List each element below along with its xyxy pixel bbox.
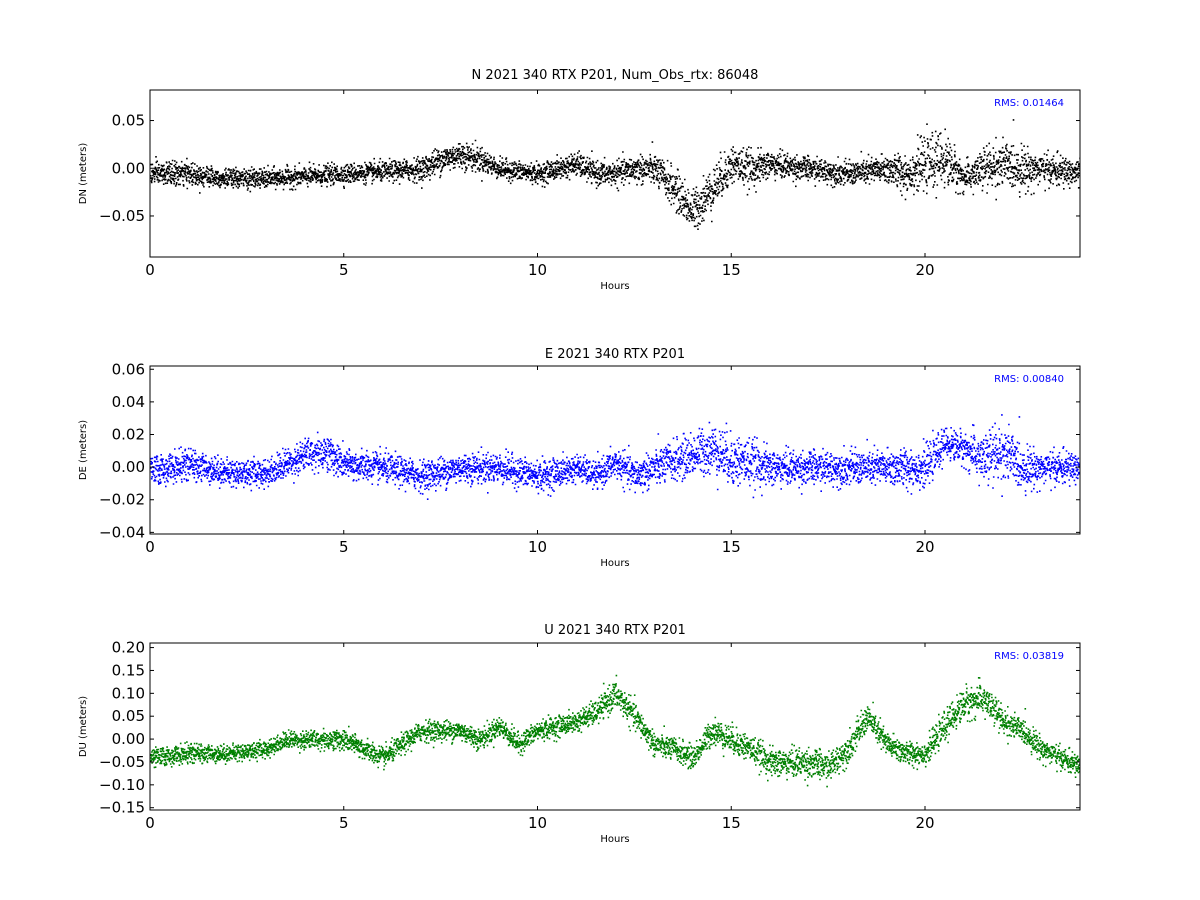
y-tick-label: 0.10 (112, 684, 145, 702)
y-axis-label: DU (meters) (78, 696, 89, 757)
y-tick-label: 0.00 (112, 159, 145, 177)
series-0-points (150, 414, 1080, 500)
series-0-points (150, 119, 1080, 230)
rms-annotation: RMS: 0.00840 (994, 374, 1064, 385)
y-tick-label: −0.15 (99, 799, 145, 817)
y-tick-label: 0.02 (112, 426, 145, 444)
panel-north: N 2021 340 RTX P201, Num_Obs_rtx: 86048 0… (78, 68, 1081, 292)
y-tick-label: 0.06 (112, 360, 145, 378)
chart-title: N 2021 340 RTX P201, Num_Obs_rtx: 86048 (472, 68, 759, 83)
x-axis-label: Hours (600, 834, 629, 845)
x-tick-label: 20 (915, 261, 934, 279)
rms-annotation: RMS: 0.01464 (994, 98, 1064, 109)
data-points (150, 674, 1080, 788)
y-tick-label: −0.04 (99, 523, 145, 541)
x-tick-label: 0 (145, 538, 155, 556)
panel-up: U 2021 340 RTX P201 0 5 10 15 20 0.20 0.15 0.10 0… (78, 623, 1081, 845)
y-tick-label: 0.20 (112, 639, 145, 657)
x-tick-label: 5 (339, 261, 349, 279)
x-tick-label: 20 (915, 814, 934, 832)
y-axis-label: DN (meters) (78, 143, 89, 205)
y-tick-label: 0.00 (112, 458, 145, 476)
chart-title: E 2021 340 RTX P201 (545, 347, 685, 362)
x-tick-label: 20 (915, 538, 934, 556)
y-tick-label: −0.05 (99, 753, 145, 771)
data-points (150, 414, 1080, 500)
x-tick-label: 15 (722, 814, 741, 832)
x-axis-label: Hours (600, 558, 629, 569)
axes-frame (149, 89, 1081, 258)
x-tick-label: 5 (339, 814, 349, 832)
y-tick-label: −0.10 (99, 776, 145, 794)
axes-frame (149, 365, 1081, 535)
y-tick-label: 0.05 (112, 707, 145, 725)
y-tick-label: 0.00 (112, 730, 145, 748)
x-tick-label: 15 (722, 261, 741, 279)
data-points (150, 119, 1080, 230)
x-tick-label: 10 (528, 814, 547, 832)
x-axis-label: Hours (600, 281, 629, 292)
x-tick-label: 0 (145, 814, 155, 832)
panel-east: E 2021 340 RTX P201 0 5 10 15 20 0.06 0.04 0.02 0… (78, 347, 1081, 569)
y-tick-label: −0.05 (99, 207, 145, 225)
x-tick-label: 5 (339, 538, 349, 556)
y-tick-label: 0.15 (112, 661, 145, 679)
series-0-points (150, 674, 1080, 788)
chart-title: U 2021 340 RTX P201 (544, 623, 686, 638)
x-tick-label: 15 (722, 538, 741, 556)
y-tick-label: −0.02 (99, 491, 145, 509)
x-tick-label: 0 (145, 261, 155, 279)
x-tick-label: 10 (528, 538, 547, 556)
axes-frame (149, 642, 1081, 811)
y-tick-label: 0.04 (112, 393, 145, 411)
y-axis-label: DE (meters) (78, 420, 89, 480)
y-tick-label: 0.05 (112, 112, 145, 130)
x-tick-label: 10 (528, 261, 547, 279)
rms-annotation: RMS: 0.03819 (994, 651, 1064, 662)
